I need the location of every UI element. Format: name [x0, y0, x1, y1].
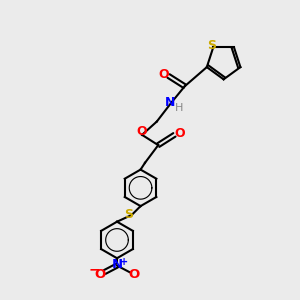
Text: N: N — [165, 96, 175, 109]
Text: N: N — [112, 259, 123, 272]
Text: O: O — [94, 268, 106, 281]
Text: S: S — [124, 208, 133, 221]
Text: S: S — [207, 39, 216, 52]
Text: H: H — [175, 103, 183, 113]
Text: −: − — [88, 262, 100, 276]
Text: O: O — [137, 125, 147, 138]
Text: O: O — [174, 127, 185, 140]
Text: O: O — [158, 68, 169, 81]
Text: +: + — [120, 257, 128, 267]
Text: O: O — [128, 268, 140, 281]
